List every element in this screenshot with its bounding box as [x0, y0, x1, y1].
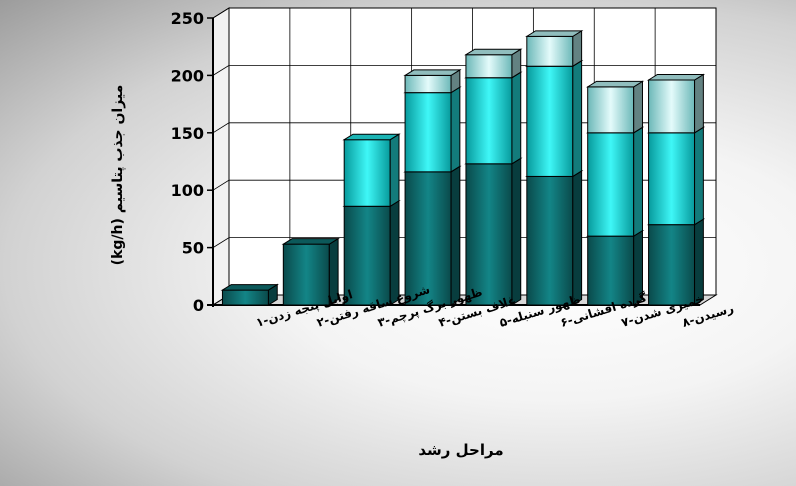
- bar-7-segment-1: [585, 229, 645, 306]
- bar-3-segment-2: [342, 133, 401, 208]
- bar-7-segment-2: [585, 126, 645, 238]
- side-wall: [212, 7, 230, 306]
- bar-top: [403, 69, 462, 76]
- bar-side: [572, 29, 583, 68]
- bar-4-segment-3: [403, 68, 462, 94]
- bar-top: [220, 284, 279, 291]
- bar-front: [526, 175, 574, 306]
- bar-8-segment-1: [646, 218, 706, 306]
- bar-8-segment-2: [646, 126, 706, 226]
- bar-5-segment-2: [464, 71, 523, 165]
- bar-front: [221, 289, 269, 306]
- bar-front: [404, 92, 452, 173]
- bar-6-segment-2: [525, 59, 584, 178]
- bar-side: [572, 170, 583, 306]
- bar-front: [526, 65, 574, 177]
- y-tick-label: 0: [193, 296, 204, 315]
- bar-front: [587, 132, 635, 237]
- bar-top: [646, 73, 706, 81]
- bar-side: [633, 80, 643, 134]
- bar-7-segment-3: [585, 80, 645, 134]
- bar-front: [648, 132, 696, 226]
- bar-side: [450, 165, 461, 306]
- bar-6-segment-3: [525, 29, 584, 68]
- bar-side: [511, 71, 522, 165]
- bar-4-segment-2: [403, 86, 462, 173]
- bar-top: [281, 238, 340, 245]
- bar-8-segment-3: [646, 73, 706, 134]
- bar-top: [585, 80, 645, 88]
- bars-group: [220, 29, 706, 306]
- x-axis-title: مراحل رشد: [418, 441, 503, 459]
- y-tick-label: 50: [182, 239, 204, 258]
- bar-front: [343, 205, 391, 306]
- bar-top: [464, 48, 523, 56]
- y-axis-title: میزان جذب پتاسیم (kg/h): [110, 85, 126, 266]
- bar-front: [465, 77, 513, 165]
- bar-4-segment-1: [403, 165, 462, 306]
- bar-1-segment-1: [220, 283, 279, 306]
- y-tick-label: 200: [171, 66, 204, 85]
- bar-side: [511, 157, 522, 306]
- y-axis-ticks: 0 50 100 150 200 250: [171, 9, 213, 315]
- y-tick-label: 250: [171, 9, 204, 28]
- y-tick-label: 100: [171, 181, 204, 200]
- bar-2-segment-1: [281, 237, 340, 306]
- bar-side: [389, 199, 400, 306]
- bar-front: [526, 35, 574, 67]
- bar-6-segment-1: [525, 170, 584, 306]
- bar-side: [633, 126, 643, 238]
- bar-front: [587, 86, 635, 134]
- bar-front: [404, 171, 452, 306]
- bar-side: [572, 59, 583, 178]
- bar-side: [389, 133, 400, 208]
- bar-front: [404, 74, 452, 94]
- bar-5-segment-1: [464, 157, 523, 306]
- bar-top: [525, 30, 584, 37]
- y-tick-label: 150: [171, 124, 204, 143]
- bar-front: [465, 163, 513, 306]
- bar-front: [587, 235, 635, 306]
- bar-front: [648, 79, 696, 134]
- bar-front: [343, 139, 391, 207]
- bar-side: [694, 73, 704, 134]
- bar-side: [694, 126, 704, 226]
- bar-side: [450, 86, 461, 173]
- bar-front: [465, 54, 513, 79]
- bar-top: [342, 133, 401, 141]
- bar-5-segment-3: [464, 48, 523, 79]
- bar-3-segment-1: [342, 199, 401, 306]
- bar-front: [648, 224, 696, 306]
